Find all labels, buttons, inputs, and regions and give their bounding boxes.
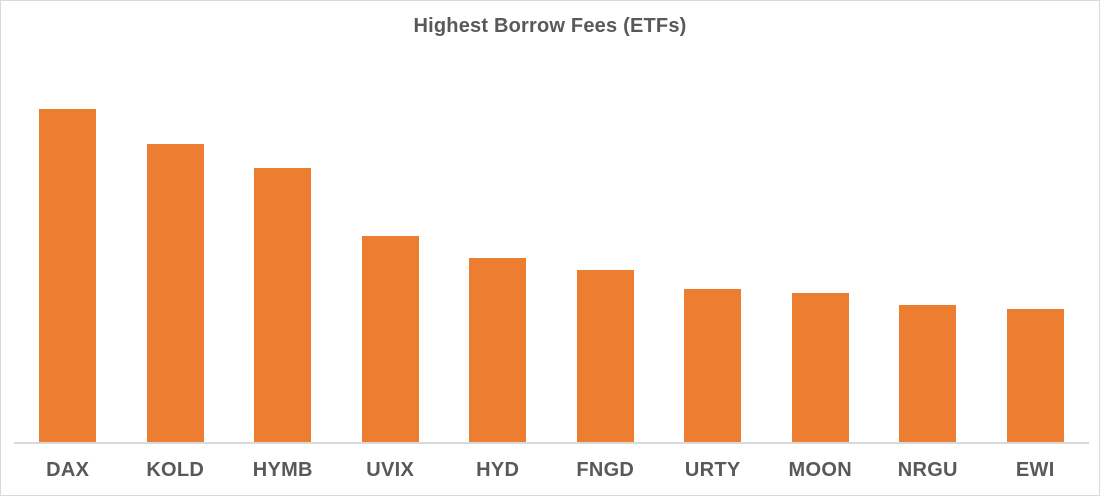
plot-area xyxy=(14,61,1089,443)
category-label-kold: KOLD xyxy=(146,459,205,481)
bar-urty xyxy=(684,289,742,443)
bar-uvix xyxy=(361,236,419,443)
bar-column-kold xyxy=(122,61,230,443)
category-label-nrgu: NRGU xyxy=(897,459,958,481)
category-label-hyd: HYD xyxy=(476,459,520,481)
bar-column-hyd xyxy=(444,61,552,443)
category-label-moon: MOON xyxy=(788,459,852,481)
bar-column-fngd xyxy=(552,61,660,443)
bar-hyd xyxy=(469,258,527,443)
bar-fngd xyxy=(576,270,634,443)
category-label-hymb: HYMB xyxy=(252,459,313,481)
x-axis-line xyxy=(14,442,1089,444)
category-label-urty: URTY xyxy=(684,459,741,481)
bar-column-uvix xyxy=(337,61,445,443)
category-label-fngd: FNGD xyxy=(576,459,635,481)
x-axis-labels: DAX KOLD HYMB UVIX HYD FNGD URTY MOON NRGU EWI xyxy=(14,459,1089,482)
bar-nrgu xyxy=(899,305,957,443)
category-label-ewi: EWI xyxy=(1015,459,1055,481)
category-label-dax: DAX xyxy=(46,459,90,481)
bar-column-nrgu xyxy=(874,61,982,443)
bar-dax xyxy=(39,109,97,443)
bar-column-moon xyxy=(767,61,875,443)
bar-column-dax xyxy=(14,61,122,443)
chart-title: Highest Borrow Fees (ETFs) xyxy=(413,15,687,37)
bar-moon xyxy=(791,293,849,443)
bar-hymb xyxy=(254,168,312,443)
bar-column-ewi xyxy=(982,61,1090,443)
bar-column-urty xyxy=(659,61,767,443)
bar-ewi xyxy=(1006,309,1064,443)
category-label-uvix: UVIX xyxy=(366,459,415,481)
bar-column-hymb xyxy=(229,61,337,443)
bar-kold xyxy=(146,144,204,443)
